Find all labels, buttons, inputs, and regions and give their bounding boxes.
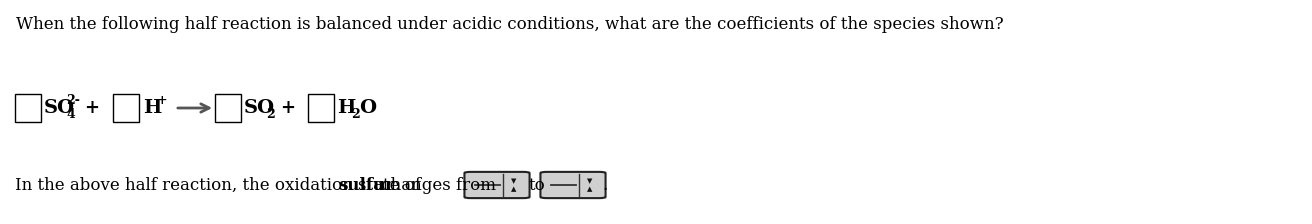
Bar: [308, 94, 335, 122]
Text: +: +: [279, 99, 295, 117]
Text: sulfur: sulfur: [338, 177, 394, 194]
Text: H: H: [337, 99, 356, 117]
Bar: [14, 94, 41, 122]
Bar: [113, 94, 139, 122]
Text: SO: SO: [244, 99, 276, 117]
Text: O: O: [359, 99, 377, 117]
Text: ▲: ▲: [586, 186, 592, 192]
Bar: [215, 94, 241, 122]
Text: to: to: [529, 177, 546, 194]
Text: SO: SO: [45, 99, 75, 117]
Text: 4: 4: [66, 108, 75, 121]
Text: When the following half reaction is balanced under acidic conditions, what are t: When the following half reaction is bala…: [16, 16, 1004, 33]
Text: 2-: 2-: [66, 93, 80, 106]
Text: changes from: changes from: [377, 177, 496, 194]
Text: .: .: [602, 177, 607, 194]
Text: ▲: ▲: [510, 186, 517, 192]
Text: ▼: ▼: [510, 178, 517, 184]
Text: 2: 2: [266, 108, 274, 121]
Text: ▼: ▼: [586, 178, 592, 184]
FancyBboxPatch shape: [464, 172, 530, 198]
FancyBboxPatch shape: [541, 172, 606, 198]
Text: In the above half reaction, the oxidation state of: In the above half reaction, the oxidatio…: [14, 177, 426, 194]
Text: +: +: [84, 99, 98, 117]
Text: 2: 2: [352, 108, 359, 121]
Text: +: +: [157, 93, 168, 106]
Text: H: H: [143, 99, 161, 117]
